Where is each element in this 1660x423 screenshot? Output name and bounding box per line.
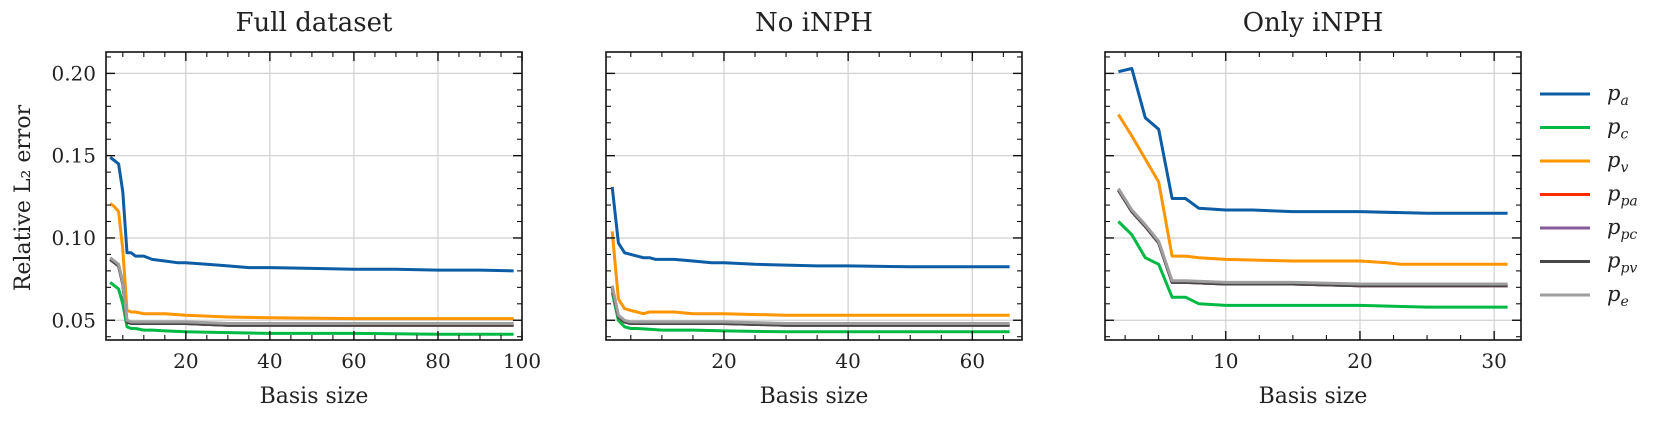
legend-label-p-c: pc bbox=[1607, 115, 1628, 143]
panel-2: 20 40 60 No iNPH Basis size bbox=[605, 8, 1023, 409]
series-line-p-e bbox=[109, 256, 514, 325]
legend-label-p-v: pv bbox=[1607, 148, 1628, 176]
x-axis-label: Basis size bbox=[760, 384, 869, 409]
panel-title: No iNPH bbox=[755, 8, 873, 38]
legend-label-p-a: pa bbox=[1607, 81, 1629, 109]
panel-title: Only iNPH bbox=[1243, 8, 1384, 38]
series-line-p-a bbox=[610, 186, 1010, 269]
x-tick-label: 60 bbox=[341, 349, 366, 373]
legend: pa pc pv ppa ppc ppv pe bbox=[1540, 81, 1638, 310]
legend-label-p-pc: ppc bbox=[1607, 215, 1637, 243]
legend-label-p-pa: ppa bbox=[1607, 182, 1638, 210]
x-tick-label: 30 bbox=[1481, 349, 1506, 373]
series-line-p-c bbox=[610, 291, 1010, 334]
panel-1: 20 40 60 80 100 0.05 0.10 0.15 0.20 Full dataset B… bbox=[51, 8, 541, 409]
y-tick-label: 0.10 bbox=[51, 226, 96, 250]
axes-frame bbox=[105, 51, 523, 341]
y-tick-label: 0.20 bbox=[51, 61, 96, 85]
x-tick-label: 40 bbox=[835, 349, 860, 373]
axes-frame bbox=[1104, 51, 1522, 341]
series-line-p-a bbox=[109, 156, 514, 273]
x-tick-label: 80 bbox=[425, 349, 450, 373]
legend-label-p-pv: ppv bbox=[1607, 249, 1637, 277]
y-axis-label: Relative L₂ error bbox=[11, 104, 36, 291]
series-line-p-v bbox=[610, 231, 1010, 317]
series-line-p-e bbox=[610, 285, 1010, 325]
series-line-p-e bbox=[1117, 187, 1508, 286]
legend-label-p-e: pe bbox=[1607, 282, 1629, 310]
series-line-p-v bbox=[109, 202, 514, 321]
series-line-p-pa bbox=[610, 286, 1010, 327]
panel-3: 10 20 30 Only iNPH Basis size bbox=[1104, 8, 1522, 409]
x-tick-label: 20 bbox=[173, 349, 198, 373]
x-tick-label: 40 bbox=[257, 349, 282, 373]
series-line-p-a bbox=[1118, 67, 1508, 215]
y-tick-label: 0.05 bbox=[51, 308, 96, 332]
x-tick-label: 20 bbox=[1347, 349, 1372, 373]
x-tick-label: 100 bbox=[503, 349, 541, 373]
x-tick-label: 60 bbox=[960, 349, 985, 373]
panel-title: Full dataset bbox=[236, 8, 394, 38]
axes-frame bbox=[605, 51, 1023, 341]
series-line-p-c bbox=[1117, 220, 1508, 309]
y-tick-label: 0.15 bbox=[51, 144, 96, 168]
x-tick-label: 10 bbox=[1213, 349, 1238, 373]
series-line-p-c bbox=[109, 281, 514, 336]
series-line-p-pv bbox=[610, 286, 1010, 327]
series-line-p-pc bbox=[610, 286, 1010, 327]
series-line-p-v bbox=[1117, 113, 1508, 266]
x-axis-label: Basis size bbox=[260, 384, 369, 409]
x-axis-label: Basis size bbox=[1259, 384, 1368, 409]
x-tick-label: 20 bbox=[711, 349, 736, 373]
